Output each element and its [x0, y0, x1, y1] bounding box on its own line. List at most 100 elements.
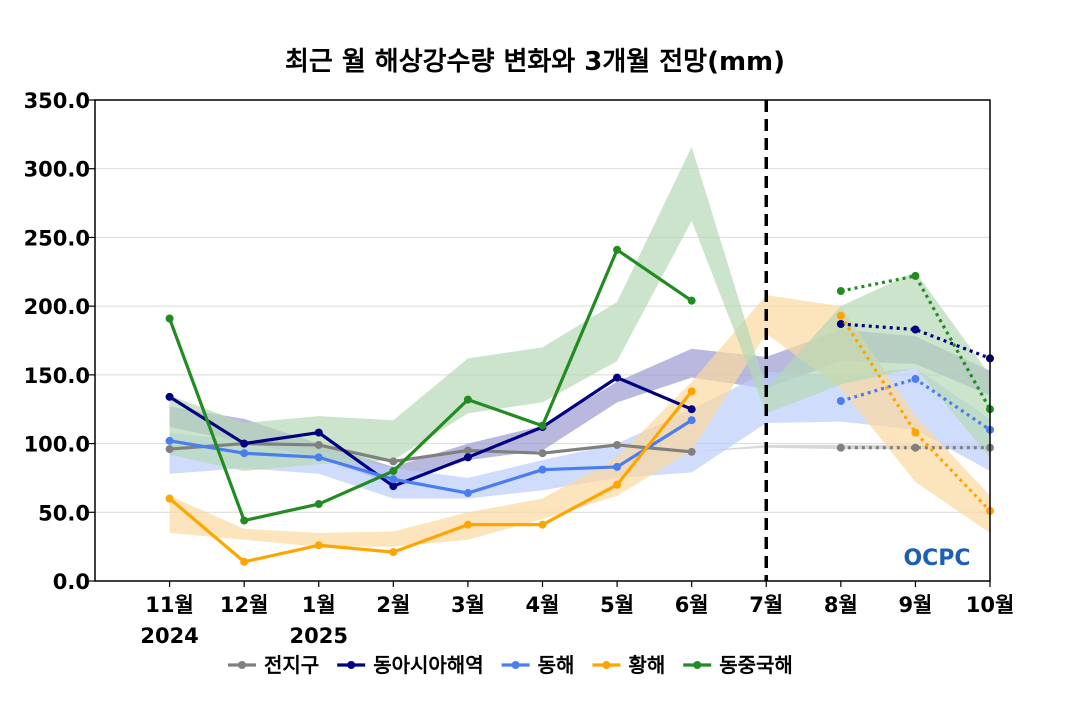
legend-marker [602, 661, 611, 669]
line-forecast-eb8f99ec9584ec8b9cec9584ed95b4ec97ad [840, 322, 991, 360]
point-forecast [836, 311, 845, 320]
line-forecast-ed99a9ed95b4 [839, 314, 992, 513]
legend-label: 동중국해 [719, 653, 793, 677]
point-observed [687, 387, 696, 396]
point-observed [314, 541, 323, 550]
point-observed [687, 416, 696, 425]
y-axis-ticks: 0.0 50.0 100.0 150.0 200.0 250.0 300.0 350.0 [24, 89, 95, 594]
x-year-label: 2025 [290, 624, 348, 648]
point-observed [165, 392, 174, 401]
point-observed [314, 428, 323, 437]
point-forecast [836, 320, 845, 329]
point-forecast [836, 287, 845, 296]
point-observed [240, 557, 249, 566]
point-observed [687, 296, 696, 305]
point-observed [613, 245, 622, 254]
legend: 전지구 동아시아해역 동해 황해 동중국해 [228, 653, 793, 677]
point-observed [613, 373, 622, 382]
point-forecast [911, 443, 920, 452]
point-observed [165, 494, 174, 503]
y-tick-label: 150.0 [24, 364, 90, 388]
legend-label: 전지구 [264, 653, 319, 677]
x-tick-label: 9월 [898, 593, 932, 617]
line-observed-eb8f99ec9584ec8b9cec9584ed95b4ec97ad [168, 376, 693, 488]
x-tick-label: 8월 [824, 593, 858, 617]
legend-label: 동아시아해역 [373, 653, 483, 677]
legend-marker [347, 661, 356, 669]
line-observed-eb8f99ed95b4 [169, 418, 693, 495]
line-observed-ed99a9ed95b4 [168, 390, 693, 564]
point-forecast [836, 443, 845, 452]
line-observed-eb8f99eca491eab5aded95b4 [168, 248, 693, 523]
point-observed [613, 480, 622, 489]
point-observed [613, 440, 622, 449]
y-tick-label: 350.0 [24, 89, 90, 113]
point-observed [687, 405, 696, 414]
x-tick-label: 1월 [302, 593, 336, 617]
band-eb8f99eca491eab5aded95b4 [169, 146, 991, 472]
point-observed [240, 449, 249, 458]
point-observed [314, 440, 323, 449]
x-tick-label: 10월 [966, 593, 1015, 617]
point-observed [389, 475, 398, 484]
point-observed [240, 516, 249, 525]
point-observed [389, 482, 398, 491]
y-tick-label: 0.0 [53, 570, 90, 594]
line-forecast-eb8f99eca491eab5aded95b4 [840, 274, 992, 410]
x-tick-label: 3월 [451, 593, 485, 617]
point-observed [463, 520, 472, 529]
legend-marker [693, 661, 702, 669]
y-tick-label: 200.0 [24, 295, 90, 319]
ocpc-logo: OCPC [903, 546, 970, 571]
point-observed [463, 489, 472, 498]
point-observed [463, 395, 472, 404]
legend-marker [238, 661, 246, 669]
point-observed [389, 457, 398, 466]
point-observed [463, 453, 472, 462]
point-observed [314, 453, 323, 462]
x-tick-label: 2월 [376, 593, 410, 617]
x-axis-ticks: 11월 12월 1월 2월 3월 4월 5월 6월 7월 8월 9월 10월 2024 2025 [140, 581, 1014, 648]
x-tick-label: 6월 [675, 593, 709, 617]
y-tick-label: 100.0 [24, 433, 90, 457]
point-forecast [911, 428, 920, 437]
y-tick-label: 300.0 [24, 158, 90, 182]
point-observed [538, 449, 547, 458]
point-forecast [911, 271, 920, 280]
chart-title: 최근 월 해상강수량 변화와 3개월 전망(mm) [285, 47, 785, 77]
series-lines [165, 245, 994, 566]
point-observed [165, 445, 174, 454]
point-observed [613, 462, 622, 471]
x-tick-label: 7월 [749, 593, 783, 617]
point-observed [538, 421, 547, 430]
y-tick-label: 250.0 [24, 226, 90, 250]
legend-marker [511, 661, 520, 669]
uncertainty-bands [169, 146, 991, 547]
line-observed-eca084eca780eab5ac [169, 441, 692, 464]
x-tick-label: 4월 [526, 593, 560, 617]
y-tick-label: 50.0 [38, 501, 90, 525]
point-observed [240, 439, 249, 448]
point-forecast [911, 325, 920, 334]
point-observed [389, 548, 398, 557]
x-tick-label: 11월 [145, 593, 194, 617]
band-ed99a9ed95b4 [169, 295, 991, 547]
legend-label: 황해 [628, 653, 665, 677]
point-observed [687, 447, 696, 456]
x-year-label: 2024 [140, 624, 198, 648]
point-observed [389, 467, 398, 476]
ocpc-logo-text: OCPC [903, 546, 970, 571]
point-observed [538, 520, 547, 529]
x-tick-label: 5월 [600, 593, 634, 617]
point-observed [463, 446, 472, 455]
point-forecast [836, 396, 845, 405]
point-forecast [911, 374, 920, 383]
point-observed [314, 500, 323, 509]
point-observed [165, 314, 174, 323]
x-tick-label: 12월 [220, 593, 269, 617]
point-observed [538, 465, 547, 474]
legend-label: 동해 [538, 653, 575, 677]
point-observed [165, 436, 174, 445]
